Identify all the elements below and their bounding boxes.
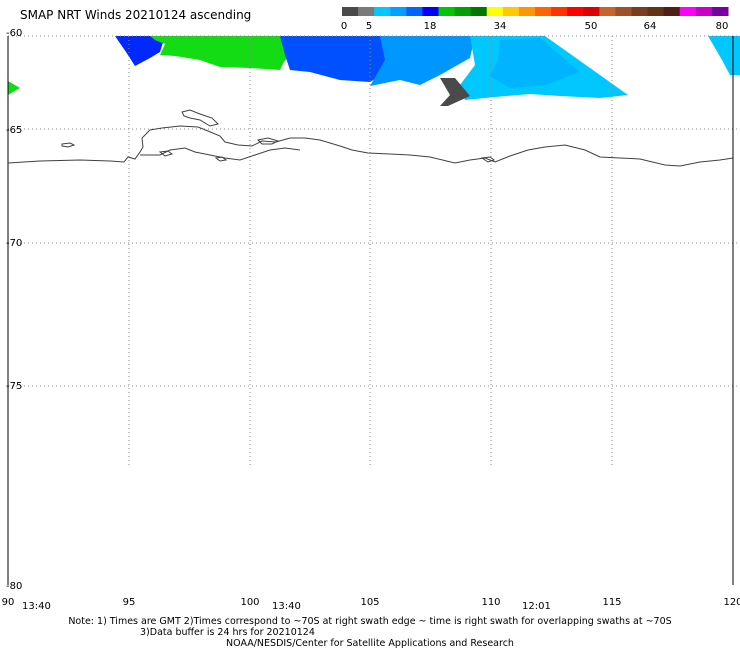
colorbar-segment — [470, 7, 488, 16]
note-line-3: NOAA/NESDIS/Center for Satellite Applica… — [226, 638, 514, 649]
colorbar — [342, 7, 729, 16]
coastline-island-2 — [61, 142, 76, 148]
lat-label-75: -75 — [6, 381, 22, 392]
colorbar-segment — [567, 7, 584, 16]
colorbar-segment — [711, 7, 729, 16]
longitude-labels: 90 95 100 105 110 115 120 — [2, 597, 740, 608]
coastline-island-1 — [181, 109, 219, 127]
colorbar-segment — [631, 7, 649, 16]
lat-label-65: -65 — [6, 125, 22, 136]
lat-label-60: -60 — [6, 28, 22, 39]
lon-label-115: 115 — [602, 597, 621, 608]
antarctic-coastline — [7, 109, 734, 167]
colorbar-segment — [615, 7, 632, 16]
graticule — [8, 35, 740, 465]
colorbar-segment — [679, 7, 697, 16]
colorbar-tick-labels: 0 5 18 34 50 64 80 — [341, 21, 729, 32]
lon-label-110: 110 — [481, 597, 500, 608]
map-title: SMAP NRT Winds 20210124 ascending — [20, 8, 252, 22]
colorbar-segment — [695, 7, 713, 16]
wind-swath — [8, 36, 740, 106]
coastline-ice-shelf-inner — [140, 147, 301, 161]
time-label-1: 13:40 — [22, 601, 51, 612]
colorbar-tick-label: 80 — [716, 21, 729, 32]
swath-left-edge-green — [8, 81, 20, 95]
swath-green-left — [150, 36, 292, 70]
colorbar-segment — [374, 7, 391, 16]
coastline-island-4 — [256, 137, 280, 145]
colorbar-segment — [486, 7, 504, 16]
swath-right-edge — [708, 36, 740, 75]
lon-label-120: 120 — [723, 597, 740, 608]
note-line-2: 3)Data buffer is 24 hrs for 20210124 — [140, 627, 315, 638]
colorbar-segment — [342, 7, 359, 16]
coastline-island-6 — [480, 156, 496, 163]
colorbar-segment — [551, 7, 568, 16]
colorbar-segment — [518, 7, 536, 16]
colorbar-segment — [663, 7, 681, 16]
lon-label-95: 95 — [123, 597, 136, 608]
colorbar-segment — [647, 7, 665, 16]
colorbar-segment — [535, 7, 552, 16]
lon-label-100: 100 — [240, 597, 259, 608]
colorbar-tick-label: 18 — [424, 21, 437, 32]
colorbar-tick-label: 5 — [366, 21, 372, 32]
lon-label-90: 90 — [2, 597, 15, 608]
time-label-3: 12:01 — [522, 601, 551, 612]
colorbar-segment — [454, 7, 472, 16]
colorbar-segment — [502, 7, 520, 16]
swath-light-blue — [370, 36, 475, 86]
colorbar-segment — [390, 7, 407, 16]
lat-label-70: -70 — [6, 238, 22, 249]
colorbar-segment — [406, 7, 423, 16]
note-line-1: Note: 1) Times are GMT 2)Times correspon… — [68, 616, 672, 627]
lon-label-105: 105 — [360, 597, 379, 608]
colorbar-segment — [583, 7, 600, 16]
coastline-island-3 — [158, 150, 174, 157]
coastline-main — [7, 125, 734, 167]
swath-dark-gray — [440, 78, 470, 106]
map-frame — [7, 36, 734, 585]
colorbar-tick-label: 0 — [341, 21, 347, 32]
colorbar-segment — [358, 7, 375, 16]
latitude-labels: -60 -65 -70 -75 -80 — [6, 28, 22, 592]
time-labels: 13:40 13:40 12:01 — [22, 601, 551, 612]
colorbar-tick-label: 34 — [494, 21, 507, 32]
time-label-2: 13:40 — [272, 601, 301, 612]
colorbar-segment — [422, 7, 439, 16]
lat-label-80: -80 — [6, 581, 22, 592]
coastline-island-5 — [214, 156, 228, 162]
swath-strong-blue-left — [115, 36, 165, 66]
swath-cyan-mid — [490, 38, 580, 88]
colorbar-segment — [599, 7, 616, 16]
colorbar-tick-label: 50 — [585, 21, 598, 32]
colorbar-segment — [438, 7, 456, 16]
colorbar-tick-label: 64 — [644, 21, 657, 32]
